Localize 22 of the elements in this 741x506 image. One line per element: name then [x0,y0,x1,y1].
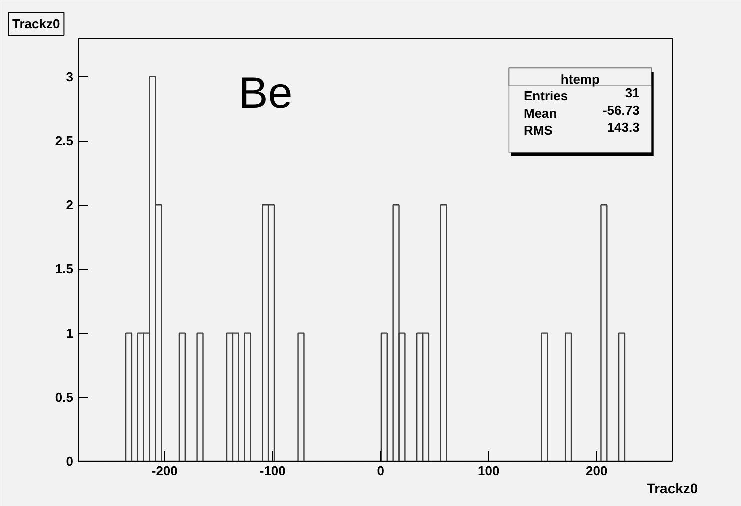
x-tick-label: 100 [478,464,500,478]
y-tick-label: 1.5 [55,262,74,277]
chart-title: Trackz0 [12,16,60,32]
y-tick-label: 0.5 [55,390,74,405]
annotation: htemp [560,72,600,87]
y-tick-label: 1 [66,326,74,341]
y-tick-label: 3 [66,69,74,84]
annotation: 31 [625,86,640,101]
x-tick-label: -200 [152,464,178,478]
x-axis-title: Trackz0 [646,480,698,496]
annotation: Be [238,68,293,118]
y-tick-label: 2 [66,198,74,213]
y-tick-label: 2.5 [55,134,74,149]
annotation: -56.73 [602,102,640,118]
annotation: Mean [524,106,558,121]
annotation: 143.3 [607,120,640,136]
annotation: Entries [524,88,568,104]
x-tick-label: -100 [260,464,286,478]
y-tick-label: 0 [66,454,74,469]
x-tick-label: 0 [377,464,385,478]
x-tick-label: 200 [586,464,608,478]
annotation: RMS [524,123,554,138]
